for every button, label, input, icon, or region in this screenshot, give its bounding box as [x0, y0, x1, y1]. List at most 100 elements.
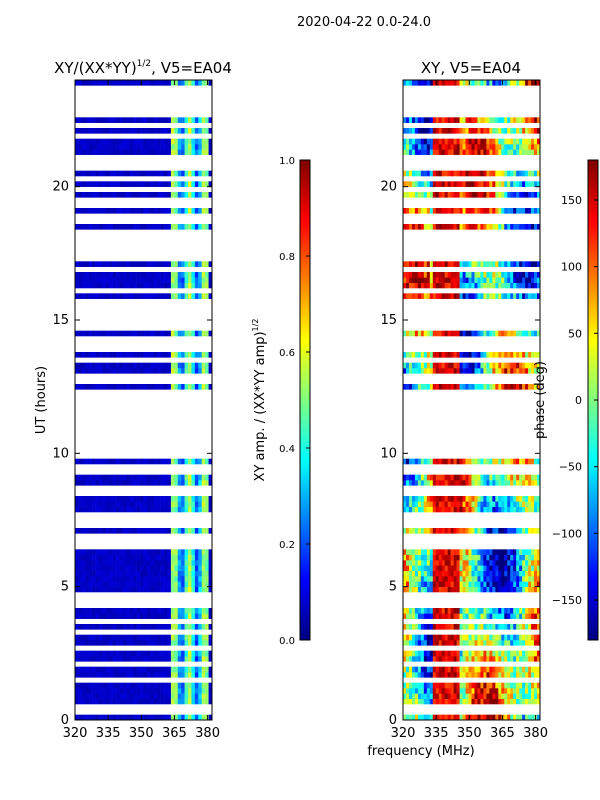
- heatmap-cell: [489, 149, 493, 155]
- heatmap-cell: [522, 624, 526, 630]
- heatmap-cell: [438, 138, 443, 145]
- heatmap-cell: [516, 581, 520, 587]
- heatmap-cell: [102, 80, 107, 86]
- heatmap-cell: [164, 384, 168, 390]
- heatmap-cell: [504, 330, 508, 337]
- heatmap-cell: [81, 634, 86, 641]
- heatmap-cell: [140, 714, 144, 721]
- heatmap-cell: [98, 640, 103, 646]
- heatmap-cell: [519, 581, 523, 587]
- heatmap-cell: [88, 80, 93, 86]
- heatmap-cell: [143, 80, 148, 86]
- heatmap-cell: [489, 565, 493, 571]
- heatmap-cell: [447, 672, 451, 678]
- heatmap-cell: [477, 192, 481, 198]
- heatmap-cell: [462, 272, 466, 278]
- heatmap-cell: [441, 666, 445, 673]
- heatmap-cell: [495, 192, 499, 198]
- heatmap-cell: [492, 581, 496, 587]
- heatmap-cell: [426, 698, 431, 705]
- heatmap-cell: [109, 528, 113, 534]
- heatmap-cell: [513, 368, 517, 374]
- heatmap-cell: [483, 714, 487, 721]
- heatmap-cell: [471, 693, 475, 699]
- heatmap-cell: [194, 480, 199, 486]
- heatmap-cell: [429, 565, 434, 571]
- heatmap-cell: [205, 565, 209, 571]
- heatmap-cell: [167, 576, 172, 582]
- heatmap-cell: [133, 634, 137, 641]
- heatmap-cell: [129, 501, 134, 507]
- heatmap-cell: [109, 608, 113, 614]
- x-tick-label: 350: [457, 726, 482, 741]
- heatmap-cell: [504, 277, 508, 283]
- heatmap-cell: [105, 501, 110, 507]
- heatmap-cell: [403, 650, 407, 657]
- heatmap-cell: [450, 192, 454, 198]
- heatmap-cell: [435, 144, 440, 150]
- heatmap-cell: [447, 688, 451, 694]
- heatmap-cell: [98, 506, 103, 513]
- heatmap-cell: [170, 565, 175, 571]
- heatmap-cell: [537, 128, 541, 134]
- heatmap-cell: [112, 224, 117, 230]
- shared-xlabel: frequency (MHz): [367, 744, 474, 759]
- heatmap-cell: [403, 506, 407, 513]
- heatmap-cell: [459, 565, 463, 571]
- heatmap-cell: [146, 117, 151, 123]
- heatmap-cell: [438, 170, 443, 177]
- heatmap-cell: [510, 698, 514, 705]
- heatmap-cell: [426, 549, 431, 555]
- heatmap-cell: [420, 672, 425, 678]
- heatmap-cell: [184, 224, 189, 230]
- heatmap-cell: [191, 565, 196, 571]
- heatmap-cell: [153, 672, 158, 678]
- heatmap-cell: [85, 501, 89, 507]
- heatmap-cell: [140, 672, 144, 678]
- heatmap-cell: [119, 693, 124, 699]
- heatmap-cell: [143, 149, 148, 155]
- heatmap-cell: [208, 581, 213, 587]
- heatmap-cell: [75, 682, 79, 689]
- heatmap-cell: [426, 144, 431, 150]
- heatmap-cell: [167, 565, 172, 571]
- heatmap-cell: [432, 624, 437, 630]
- heatmap-cell: [537, 565, 541, 571]
- heatmap-cell: [414, 272, 419, 278]
- heatmap-cell: [519, 474, 523, 481]
- heatmap-cell: [522, 384, 526, 390]
- heatmap-cell: [444, 682, 448, 689]
- heatmap-cell: [447, 128, 451, 134]
- heatmap-cell: [462, 506, 466, 513]
- heatmap-cell: [441, 506, 445, 513]
- heatmap-cell: [201, 688, 206, 694]
- heatmap-cell: [450, 224, 454, 230]
- heatmap-cell: [98, 586, 103, 593]
- heatmap-cell: [164, 581, 168, 587]
- heatmap-cell: [140, 192, 144, 198]
- heatmap-cell: [450, 458, 454, 465]
- heatmap-cell: [170, 224, 175, 230]
- heatmap-cell: [519, 693, 523, 699]
- heatmap-cell: [468, 634, 472, 641]
- heatmap-cell: [528, 458, 532, 465]
- heatmap-cell: [78, 581, 83, 587]
- heatmap-cell: [534, 640, 538, 646]
- heatmap-cell: [403, 458, 407, 465]
- heatmap-cell: [153, 501, 158, 507]
- heatmap-cell: [188, 650, 192, 657]
- heatmap-cell: [426, 293, 431, 299]
- heatmap-cell: [170, 496, 175, 502]
- heatmap-cell: [140, 506, 144, 513]
- heatmap-cell: [465, 608, 469, 614]
- heatmap-cell: [498, 496, 502, 502]
- heatmap-cell: [465, 634, 469, 641]
- heatmap-cell: [525, 128, 529, 134]
- heatmap-cell: [444, 501, 448, 507]
- heatmap-cell: [116, 554, 120, 561]
- heatmap-cell: [465, 272, 469, 278]
- heatmap-cell: [453, 352, 457, 358]
- heatmap-cell: [405, 192, 410, 198]
- heatmap-cell: [98, 128, 103, 134]
- heatmap-cell: [184, 656, 189, 662]
